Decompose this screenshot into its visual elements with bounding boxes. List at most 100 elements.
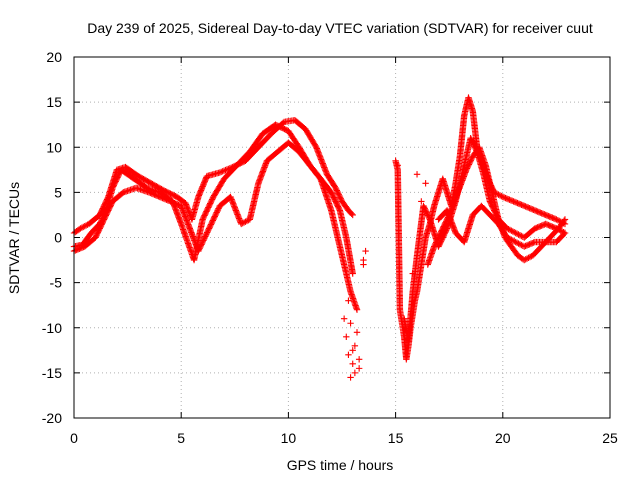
y-tick-label: 15 [46, 94, 62, 110]
data-point [334, 188, 341, 196]
data-point [463, 166, 470, 174]
data-point [423, 209, 430, 216]
y-tick-label: -20 [42, 410, 62, 426]
data-point [77, 225, 84, 232]
data-marks [70, 94, 569, 381]
data-point [508, 236, 515, 243]
data-point [333, 187, 341, 194]
data-point [467, 157, 475, 164]
data-point [495, 191, 502, 198]
data-point [465, 161, 473, 168]
y-tick-label: 10 [46, 139, 62, 155]
data-point [240, 219, 248, 226]
series-track-6 [424, 144, 569, 268]
data-point [347, 320, 354, 327]
data-point [513, 239, 521, 246]
data-point [503, 225, 511, 232]
x-tick-label: 20 [495, 430, 511, 446]
data-point [436, 232, 443, 239]
data-point [553, 216, 560, 223]
data-point [424, 212, 432, 219]
data-point [551, 215, 559, 223]
data-point [506, 235, 514, 243]
data-point [469, 139, 476, 146]
data-point [511, 238, 518, 245]
data-point [424, 210, 431, 218]
data-point [394, 162, 401, 169]
data-point [337, 195, 344, 202]
data-point [516, 241, 524, 248]
chart-title: Day 239 of 2025, Sidereal Day-to-day VTE… [87, 20, 593, 36]
data-point [523, 255, 531, 262]
data-point [335, 191, 342, 198]
data-point [498, 192, 505, 200]
data-point [78, 224, 86, 231]
series-track-1 [70, 116, 356, 237]
data-point [239, 220, 246, 227]
data-point [512, 238, 519, 246]
data-point [505, 226, 512, 233]
data-point [238, 220, 245, 228]
data-point [243, 217, 251, 225]
data-point [521, 256, 528, 264]
data-point [80, 223, 87, 231]
data-point [512, 229, 519, 237]
data-point [463, 165, 471, 172]
data-point [353, 306, 361, 313]
data-point [496, 192, 504, 199]
y-tick-labels: -20 -15 -10 -5 0 5 10 15 20 [42, 49, 62, 426]
y-tick-label: -5 [50, 275, 63, 291]
data-point [506, 226, 514, 234]
series-isolated [360, 162, 429, 277]
data-point [223, 166, 231, 173]
data-point [526, 253, 534, 261]
data-point [422, 206, 429, 214]
data-point [242, 218, 249, 225]
data-point [353, 329, 361, 336]
data-point [511, 229, 518, 236]
data-point [432, 239, 440, 246]
data-point [518, 241, 525, 249]
axis-ticks [73, 56, 611, 419]
data-point [433, 237, 440, 245]
data-point [420, 204, 428, 211]
y-tick-label: 0 [54, 230, 62, 246]
y-tick-label: -15 [42, 365, 62, 381]
data-point [432, 240, 439, 248]
data-point [515, 240, 522, 247]
data-point [219, 168, 226, 175]
data-point [349, 211, 356, 219]
data-point [464, 163, 471, 171]
y-tick-label: -10 [42, 320, 62, 336]
data-point [509, 237, 517, 244]
data-point [349, 347, 356, 354]
data-point [413, 171, 421, 178]
data-point [561, 229, 569, 237]
data-point [467, 135, 474, 142]
x-tick-label: 0 [70, 430, 78, 446]
data-point [560, 217, 568, 224]
data-point [467, 158, 474, 165]
data-point [470, 141, 478, 149]
data-point [222, 166, 229, 174]
data-point [82, 222, 90, 229]
data-point [434, 236, 441, 243]
x-tick-label: 5 [177, 430, 185, 446]
data-point [468, 136, 475, 143]
data-point [333, 186, 340, 193]
data-point [434, 235, 442, 242]
data-point [505, 235, 512, 242]
data-point [422, 180, 429, 187]
data-point [554, 217, 562, 224]
y-axis-label: SDTVAR / TECUs [6, 182, 22, 294]
data-point [409, 270, 416, 277]
data-point [220, 167, 228, 174]
data-point [503, 234, 511, 241]
data-point [355, 356, 363, 363]
data-point [351, 369, 359, 377]
data-point [340, 315, 348, 322]
data-point [216, 169, 223, 176]
data-point [425, 213, 432, 220]
data-point [525, 254, 532, 262]
